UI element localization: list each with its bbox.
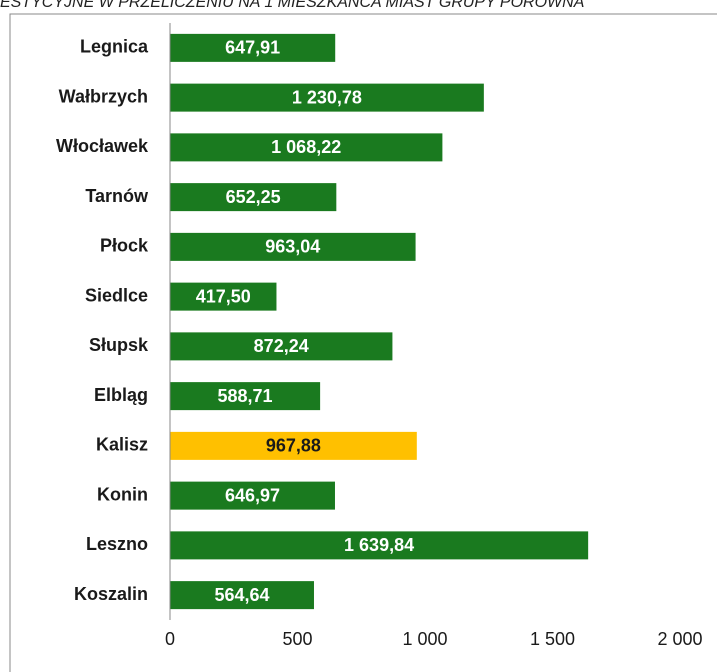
value-label: 967,88 — [266, 436, 321, 456]
x-tick-label: 1 500 — [530, 629, 575, 649]
x-tick-label: 2 000 — [657, 629, 702, 649]
category-label: Konin — [97, 484, 148, 504]
category-label: Siedlce — [85, 285, 148, 305]
category-label: Elbląg — [94, 385, 148, 405]
bar — [170, 282, 277, 311]
value-label: 588,71 — [218, 386, 273, 406]
x-tick-label: 0 — [165, 629, 175, 649]
value-label: 417,50 — [196, 286, 251, 306]
value-label: 872,24 — [254, 336, 309, 356]
category-label: Koszalin — [74, 584, 148, 604]
bar — [170, 133, 443, 162]
chart-title: ESTYCYJNE W PRZELICZENIU NA 1 MIESZKAŃCA… — [0, 0, 584, 11]
bar — [170, 332, 393, 361]
value-label: 564,64 — [214, 585, 269, 605]
x-tick-label: 500 — [282, 629, 312, 649]
value-label: 647,91 — [225, 38, 280, 58]
bar — [170, 481, 335, 510]
x-tick-label: 1 000 — [402, 629, 447, 649]
bar — [170, 83, 484, 112]
value-label: 652,25 — [226, 187, 281, 207]
category-label: Wałbrzych — [59, 86, 148, 106]
category-label: Tarnów — [85, 186, 149, 206]
category-label: Kalisz — [96, 435, 148, 455]
category-label: Legnica — [80, 37, 149, 57]
category-label: Płock — [100, 236, 149, 256]
bar — [170, 581, 314, 610]
value-label: 1 230,78 — [292, 87, 362, 107]
value-label: 963,04 — [265, 237, 320, 257]
bar — [170, 531, 589, 560]
category-label: Leszno — [86, 534, 148, 554]
value-label: 646,97 — [225, 485, 280, 505]
category-label: Słupsk — [89, 335, 149, 355]
category-label: Włocławek — [56, 136, 149, 156]
bar — [170, 33, 336, 62]
value-label: 1 639,84 — [344, 535, 414, 555]
bar — [170, 382, 321, 411]
bar — [170, 431, 417, 460]
frame — [9, 13, 717, 672]
value-label: 1 068,22 — [271, 137, 341, 157]
bar — [170, 183, 337, 212]
bar — [170, 232, 416, 261]
